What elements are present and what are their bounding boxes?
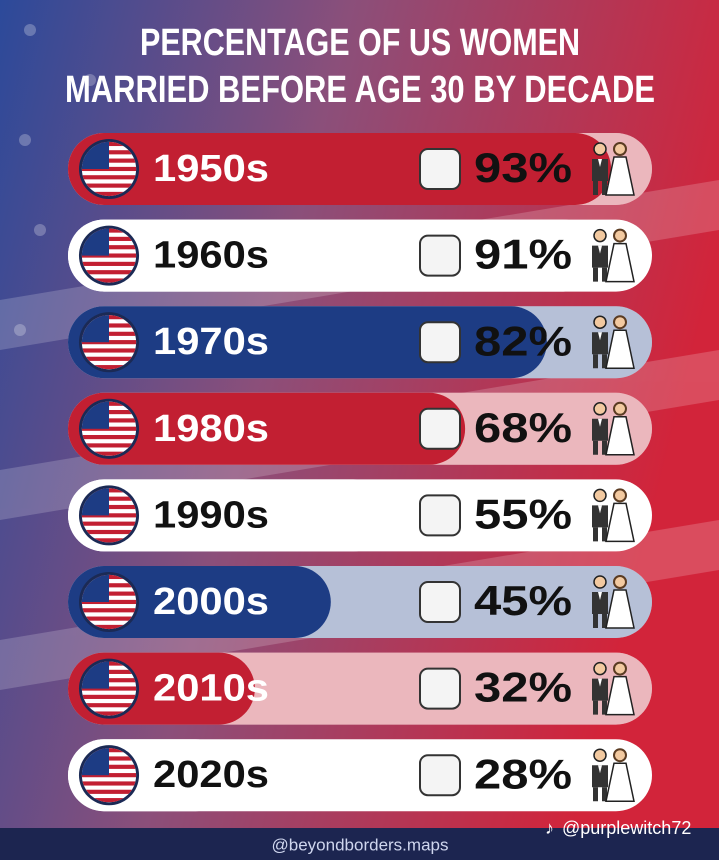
credit: @purplewitch72 <box>562 818 691 838</box>
bar <box>68 566 331 638</box>
category-label: 2000s <box>153 581 269 623</box>
flag-icon <box>79 226 139 286</box>
category-label: 2010s <box>153 668 269 710</box>
flag-icon <box>79 572 139 632</box>
era-icon <box>419 407 461 450</box>
flag-icon <box>79 139 139 199</box>
flag-icon <box>79 659 139 719</box>
value-label: 28% <box>474 750 572 797</box>
flag-icon <box>79 399 139 459</box>
bars: 1950s 93% 1960s 91% 1970s 82% 1980s 68% 1990s 55%… <box>68 133 652 812</box>
value-label: 68% <box>474 404 572 451</box>
credit: @beyondborders.maps <box>272 835 449 854</box>
value-label: 55% <box>474 490 572 537</box>
era-icon <box>419 148 461 190</box>
category-label: 1950s <box>153 148 269 190</box>
category-label: 2020s <box>153 754 269 796</box>
era-icon <box>419 494 461 537</box>
flag-icon <box>79 745 139 805</box>
chart-title: MARRIED BEFORE AGE 30 BY DECADE <box>65 69 655 111</box>
flag-icon <box>79 485 139 545</box>
bar <box>68 133 612 205</box>
bar <box>68 219 600 292</box>
tiktok-icon: ♪ <box>545 818 554 838</box>
value-label: 93% <box>474 144 572 191</box>
era-icon <box>419 234 461 277</box>
footer <box>0 828 719 860</box>
category-label: 1970s <box>153 321 269 363</box>
stars <box>14 24 96 336</box>
category-label: 1980s <box>153 408 269 450</box>
bar <box>68 479 390 552</box>
category-label: 1960s <box>153 235 269 277</box>
era-icon <box>419 754 461 797</box>
chart-title: PERCENTAGE OF US WOMEN <box>140 22 580 64</box>
flag-icon <box>79 312 139 372</box>
bar <box>68 392 466 465</box>
value-label: 32% <box>474 664 572 711</box>
era-icon <box>419 321 461 364</box>
era-icon <box>419 581 461 623</box>
category-label: 1990s <box>153 494 269 536</box>
value-label: 45% <box>474 577 572 624</box>
era-icon <box>419 667 461 710</box>
value-label: 91% <box>474 231 572 278</box>
value-label: 82% <box>474 317 572 364</box>
